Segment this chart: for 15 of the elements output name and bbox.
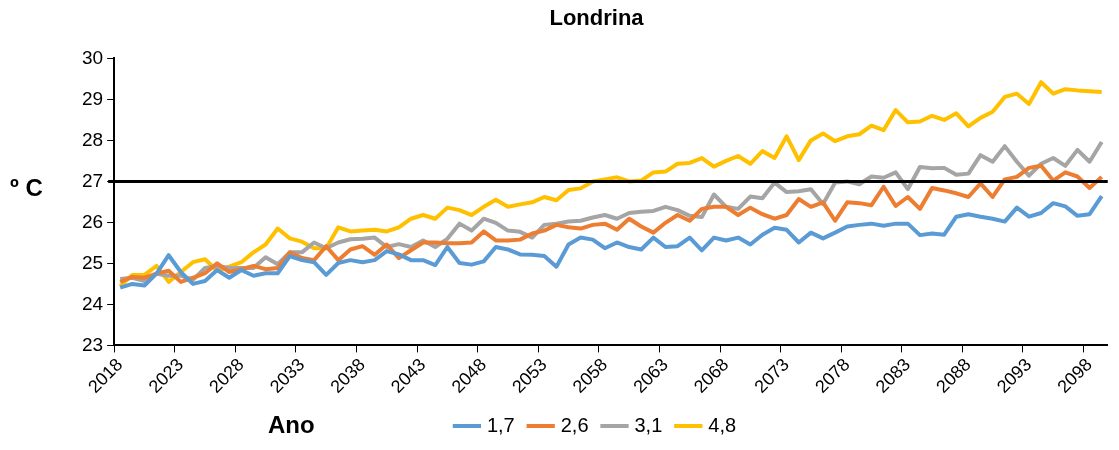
- y-tick-label: 28: [81, 128, 104, 150]
- y-tick-label: 25: [81, 251, 104, 273]
- y-tick-label: 26: [81, 210, 104, 232]
- y-tick-label: 23: [81, 333, 104, 355]
- legend-label: 1,7: [486, 413, 515, 436]
- y-tick-label: 24: [81, 292, 104, 314]
- y-axis-title: º C: [10, 174, 43, 202]
- legend-label: 4,8: [708, 413, 737, 436]
- x-axis-title: Ano: [268, 410, 315, 438]
- chart-title: Londrina: [549, 5, 645, 31]
- legend-label: 3,1: [634, 413, 663, 436]
- y-tick-label: 27: [81, 169, 104, 191]
- y-tick-label: 29: [81, 87, 104, 109]
- legend-label: 2,6: [560, 413, 589, 436]
- y-tick-label: 30: [81, 46, 104, 68]
